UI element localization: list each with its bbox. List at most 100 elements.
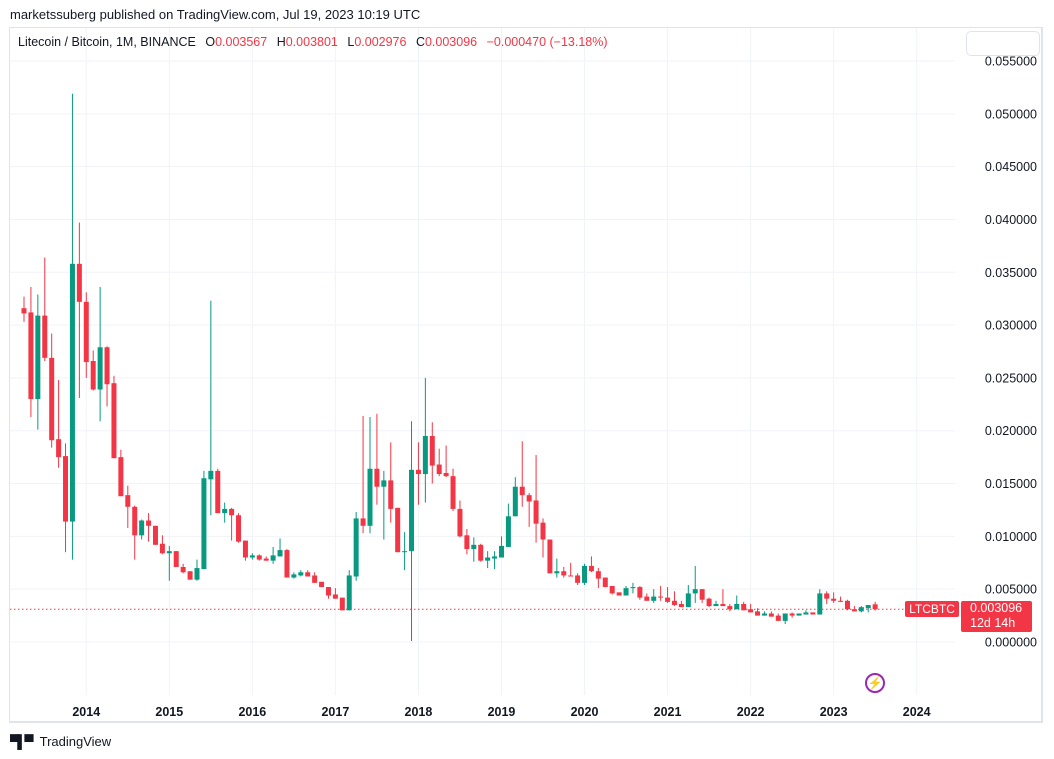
candle-body [332,594,338,599]
candle [298,570,304,577]
candle-body [353,518,359,577]
y-tick-label: 0.055000 [985,55,1037,69]
candle-body [83,301,89,363]
candle-body [180,566,186,573]
candle-body [844,600,850,610]
candle [429,422,435,484]
candle [831,592,837,603]
candle-body [761,613,767,616]
candle-body [831,598,837,601]
candle [353,512,359,581]
candle-body [692,589,698,594]
candle [104,346,110,407]
candle-body [609,586,615,594]
candle [173,551,179,567]
candle [194,559,200,581]
candle-body [748,609,754,613]
candle-body [727,606,733,610]
candle-body [810,612,816,615]
candle-body [270,555,276,561]
low-label: L [347,35,355,49]
y-tick-label: 0.015000 [985,477,1037,491]
candle [575,573,581,585]
x-tick-label: 2014 [72,705,100,719]
candle-body [817,593,823,615]
candle-body [616,592,622,596]
candle [409,421,415,641]
candle-body [173,551,179,567]
candle [415,442,421,505]
candle-body [741,603,747,611]
candle [609,586,615,595]
candle-body [498,545,504,558]
candle [319,581,325,588]
candle [305,570,311,577]
x-tick-label: 2019 [488,705,516,719]
candle [76,222,82,398]
candle [741,601,747,611]
open-value: 0.003567 [215,35,268,49]
candle [817,589,823,615]
open-label: O [205,35,216,49]
candle [851,606,857,612]
candle [540,518,546,558]
candle-body [782,613,788,621]
candle-body [346,575,352,611]
candle [215,468,221,514]
candle [166,545,172,581]
close-label: C [415,35,425,49]
candle-body [582,565,588,583]
candle [229,507,235,541]
candle [810,612,816,615]
candle-body [194,568,200,580]
candle [49,333,55,448]
candle [844,599,850,611]
candle-body [277,550,283,557]
candle [249,553,255,560]
symbol-legend: Litecoin / Bitcoin, 1M, BINANCE O0.00356… [18,35,608,49]
publisher-line: marketssuberg published on TradingView.c… [10,7,421,22]
candle [422,377,428,503]
candle [512,477,518,517]
candle-body [658,596,664,598]
candle [582,563,588,585]
candle [727,603,733,612]
candle [187,571,193,580]
lightning-icon[interactable]: ⚡ [865,673,885,693]
y-tick-label: 0.035000 [985,266,1037,280]
candle-body [63,456,69,522]
candle [388,442,394,523]
candle-body [395,507,401,553]
candle-body [242,540,248,558]
candle-body [21,308,27,314]
candle-body [415,469,421,475]
candle [35,294,41,430]
x-tick-label: 2016 [238,705,266,719]
bar-countdown: 12d 14h [970,616,1016,630]
candle [671,591,677,607]
candle [782,613,788,625]
x-tick-label: 2023 [820,705,848,719]
candle [554,558,560,578]
candle-body [872,604,878,610]
candle-body [159,543,165,554]
top-right-button[interactable] [966,31,1040,56]
candle [125,485,131,528]
candle [159,535,165,555]
candle-body [595,571,601,579]
candle-body [90,361,96,390]
candle-body [298,572,304,576]
candle-body [575,575,581,583]
candle-body [374,468,380,487]
candle [180,563,186,574]
candle [443,445,449,478]
candle [838,596,844,602]
candle-body [132,506,138,536]
candle-body [630,587,636,589]
candle-body [540,522,546,540]
candle [97,287,103,422]
brand-name: TradingView [39,734,112,749]
candle [367,416,373,534]
candle [90,350,96,391]
